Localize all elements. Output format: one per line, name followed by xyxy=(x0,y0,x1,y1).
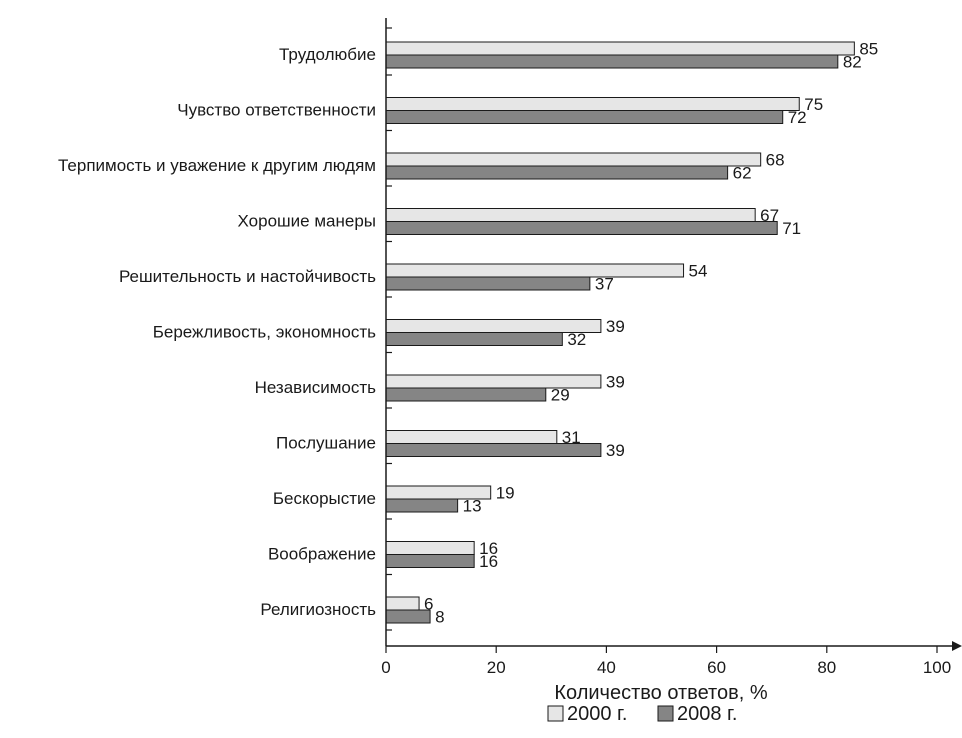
bar xyxy=(385,387,547,402)
bar xyxy=(385,110,784,124)
value-label: 62 xyxy=(733,164,752,183)
value-label: 71 xyxy=(782,219,801,238)
value-label: 39 xyxy=(606,373,625,392)
bar xyxy=(385,41,855,56)
bar xyxy=(385,165,729,180)
bar xyxy=(385,263,685,278)
category-label: Воображение xyxy=(268,545,376,564)
bar xyxy=(385,430,558,444)
category-label: Терпимость и уважение к другим людям xyxy=(58,156,376,175)
legend-label: 2008 г. xyxy=(677,703,737,725)
bar xyxy=(385,332,563,346)
x-tick-label: 0 xyxy=(381,658,390,677)
bar xyxy=(385,152,762,167)
value-label: 68 xyxy=(766,151,785,170)
category-label: Религиозность xyxy=(260,600,376,619)
value-label: 82 xyxy=(843,53,862,72)
value-label: 39 xyxy=(606,441,625,460)
x-tick-label: 100 xyxy=(923,658,951,677)
y-ticks xyxy=(386,27,392,631)
value-label: 29 xyxy=(551,386,570,405)
bar xyxy=(385,541,475,555)
bar xyxy=(385,554,475,568)
value-label: 6 xyxy=(424,595,433,614)
bar xyxy=(385,221,778,235)
value-label: 72 xyxy=(788,108,807,127)
x-tick-label: 80 xyxy=(817,658,836,677)
category-label: Бережливость, экономность xyxy=(153,323,376,342)
category-label: Бескорыстие xyxy=(273,489,376,508)
value-label: 8 xyxy=(435,608,444,627)
value-label: 19 xyxy=(496,484,515,503)
legend-swatch xyxy=(657,705,674,722)
legend-label: 2000 г. xyxy=(567,703,627,725)
value-label: 85 xyxy=(859,40,878,59)
value-label: 16 xyxy=(479,539,498,558)
value-label: 16 xyxy=(479,552,498,571)
value-label: 13 xyxy=(463,497,482,516)
bar xyxy=(385,208,756,222)
x-tick-label: 20 xyxy=(487,658,506,677)
legend-swatch xyxy=(547,705,564,722)
bar xyxy=(385,596,420,611)
category-label: Хорошие манеры xyxy=(238,212,376,231)
category-labels: Трудолюбие Чувство ответственности Терпимо… xyxy=(58,45,376,619)
value-label: 39 xyxy=(606,317,625,336)
x-axis-title: Количество ответов, % xyxy=(554,682,767,704)
bar xyxy=(385,97,800,111)
value-label: 67 xyxy=(760,206,779,225)
bar xyxy=(385,54,839,69)
value-label: 32 xyxy=(567,330,586,349)
value-label: 31 xyxy=(562,428,581,447)
x-ticks: 0 20 40 60 80 100 xyxy=(381,646,951,677)
legend: 2000 г. 2008 г. xyxy=(547,703,737,725)
bar xyxy=(385,276,591,291)
category-label: Трудолюбие xyxy=(279,45,376,64)
category-label: Независимость xyxy=(255,378,377,397)
value-label: 54 xyxy=(689,262,708,281)
axes xyxy=(385,18,962,651)
x-tick-label: 60 xyxy=(707,658,726,677)
value-label: 75 xyxy=(804,95,823,114)
bar xyxy=(385,498,459,513)
x-axis-arrow xyxy=(952,641,962,651)
x-tick-label: 40 xyxy=(597,658,616,677)
category-label: Чувство ответственности xyxy=(177,101,376,120)
category-label: Послушание xyxy=(276,434,376,453)
category-label: Решительность и настойчивость xyxy=(119,267,376,286)
value-label: 37 xyxy=(595,275,614,294)
